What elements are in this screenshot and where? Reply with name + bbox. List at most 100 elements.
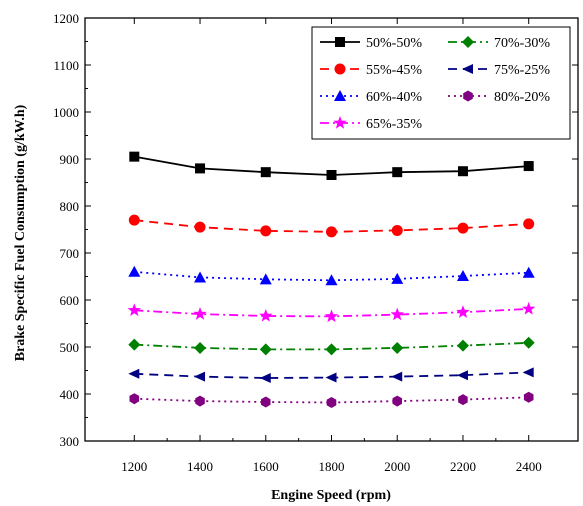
legend-marker (462, 36, 474, 48)
data-point (522, 266, 535, 278)
legend-entry: 80%-20% (448, 90, 550, 105)
legend-entry: 70%-30% (448, 36, 550, 51)
data-point (194, 221, 206, 233)
y-tick-label: 300 (60, 434, 80, 449)
x-tick-label: 1600 (253, 459, 279, 474)
legend-label: 70%-30% (494, 36, 550, 51)
data-point (194, 341, 207, 354)
legend-marker (462, 64, 473, 74)
data-point (259, 373, 271, 384)
legend-marker (335, 37, 345, 47)
data-point (326, 397, 337, 408)
data-point (195, 163, 206, 174)
legend-marker (333, 116, 347, 129)
data-point (259, 309, 273, 322)
data-point (522, 301, 536, 315)
series-65%-35% (127, 301, 536, 323)
data-point (522, 336, 535, 349)
data-point (128, 338, 141, 351)
data-point (129, 151, 140, 162)
legend-entry: 75%-25% (448, 63, 550, 78)
data-point (523, 391, 534, 403)
data-point (391, 272, 404, 284)
data-point (456, 270, 469, 282)
data-point (392, 395, 402, 407)
y-tick-label: 1200 (53, 11, 79, 26)
data-point (391, 371, 403, 382)
x-tick-label: 1400 (187, 459, 213, 474)
y-tick-label: 700 (60, 246, 80, 261)
data-point (260, 167, 271, 178)
legend-label: 65%-35% (366, 117, 422, 132)
legend-label: 60%-40% (366, 90, 422, 105)
data-point (523, 218, 535, 230)
y-tick-label: 1100 (53, 58, 79, 73)
data-point (260, 225, 272, 237)
series-50%-50% (129, 151, 534, 180)
data-point (261, 396, 271, 408)
y-tick-label: 1000 (53, 105, 79, 120)
data-point (193, 307, 207, 320)
legend-entry: 60%-40% (320, 90, 422, 105)
data-point (458, 394, 468, 406)
data-point (128, 214, 140, 226)
data-point (392, 167, 403, 178)
data-point (259, 273, 272, 285)
data-point (325, 372, 337, 383)
x-tick-label: 1200 (121, 459, 147, 474)
legend-label: 50%-50% (366, 36, 422, 51)
y-tick-label: 500 (60, 340, 80, 355)
data-point (456, 305, 470, 318)
series-55%-45% (128, 214, 535, 238)
y-tick-label: 800 (60, 199, 80, 214)
legend-entry: 50%-50% (320, 36, 422, 51)
data-point (325, 274, 338, 286)
data-point (457, 222, 469, 234)
data-point (259, 343, 272, 356)
legend-label: 75%-25% (494, 63, 550, 78)
data-point (457, 166, 468, 177)
data-point (456, 370, 468, 381)
data-point (127, 303, 141, 316)
legend-marker (463, 90, 473, 102)
legend-box (311, 26, 571, 140)
x-tick-label: 2200 (450, 459, 476, 474)
legend: 50%-50% 70%-30% 55%-45% 75%-25% 60%-40% 80%-2… (311, 26, 571, 140)
y-tick-label: 900 (60, 152, 80, 167)
data-point (390, 307, 404, 321)
series-group (127, 151, 536, 408)
y-axis-title: Brake Specific Fuel Consumption (g/kW.h) (13, 104, 28, 361)
data-point (128, 368, 140, 379)
data-point (194, 271, 207, 283)
series-80%-20% (129, 391, 534, 408)
legend-entry: 55%-45% (320, 63, 422, 78)
data-point (194, 371, 206, 382)
data-point (325, 343, 338, 356)
legend-label: 55%-45% (366, 63, 422, 78)
data-point (326, 169, 337, 180)
legend-label: 80%-20% (494, 90, 550, 105)
legend-marker (334, 90, 346, 101)
series-70%-30% (128, 336, 535, 356)
data-point (129, 393, 140, 405)
data-point (326, 226, 337, 238)
series-60%-40% (128, 265, 535, 286)
y-tick-label: 400 (60, 387, 80, 402)
data-point (195, 395, 205, 407)
data-point (391, 341, 404, 354)
x-tick-label: 2000 (384, 459, 410, 474)
axes: 1200 1400 1600 1800 2000 2200 2400 300 400 500 600… (53, 11, 579, 474)
data-point (522, 367, 534, 378)
legend-marker (334, 63, 346, 75)
data-point (128, 265, 141, 277)
x-tick-label: 2400 (516, 459, 542, 474)
data-point (456, 339, 469, 352)
x-tick-label: 1800 (319, 459, 345, 474)
legend-entry: 65%-35% (320, 116, 422, 132)
x-axis-title: Engine Speed (rpm) (271, 488, 391, 503)
y-tick-label: 600 (60, 293, 80, 308)
data-point (523, 161, 534, 172)
series-75%-25% (128, 367, 534, 384)
